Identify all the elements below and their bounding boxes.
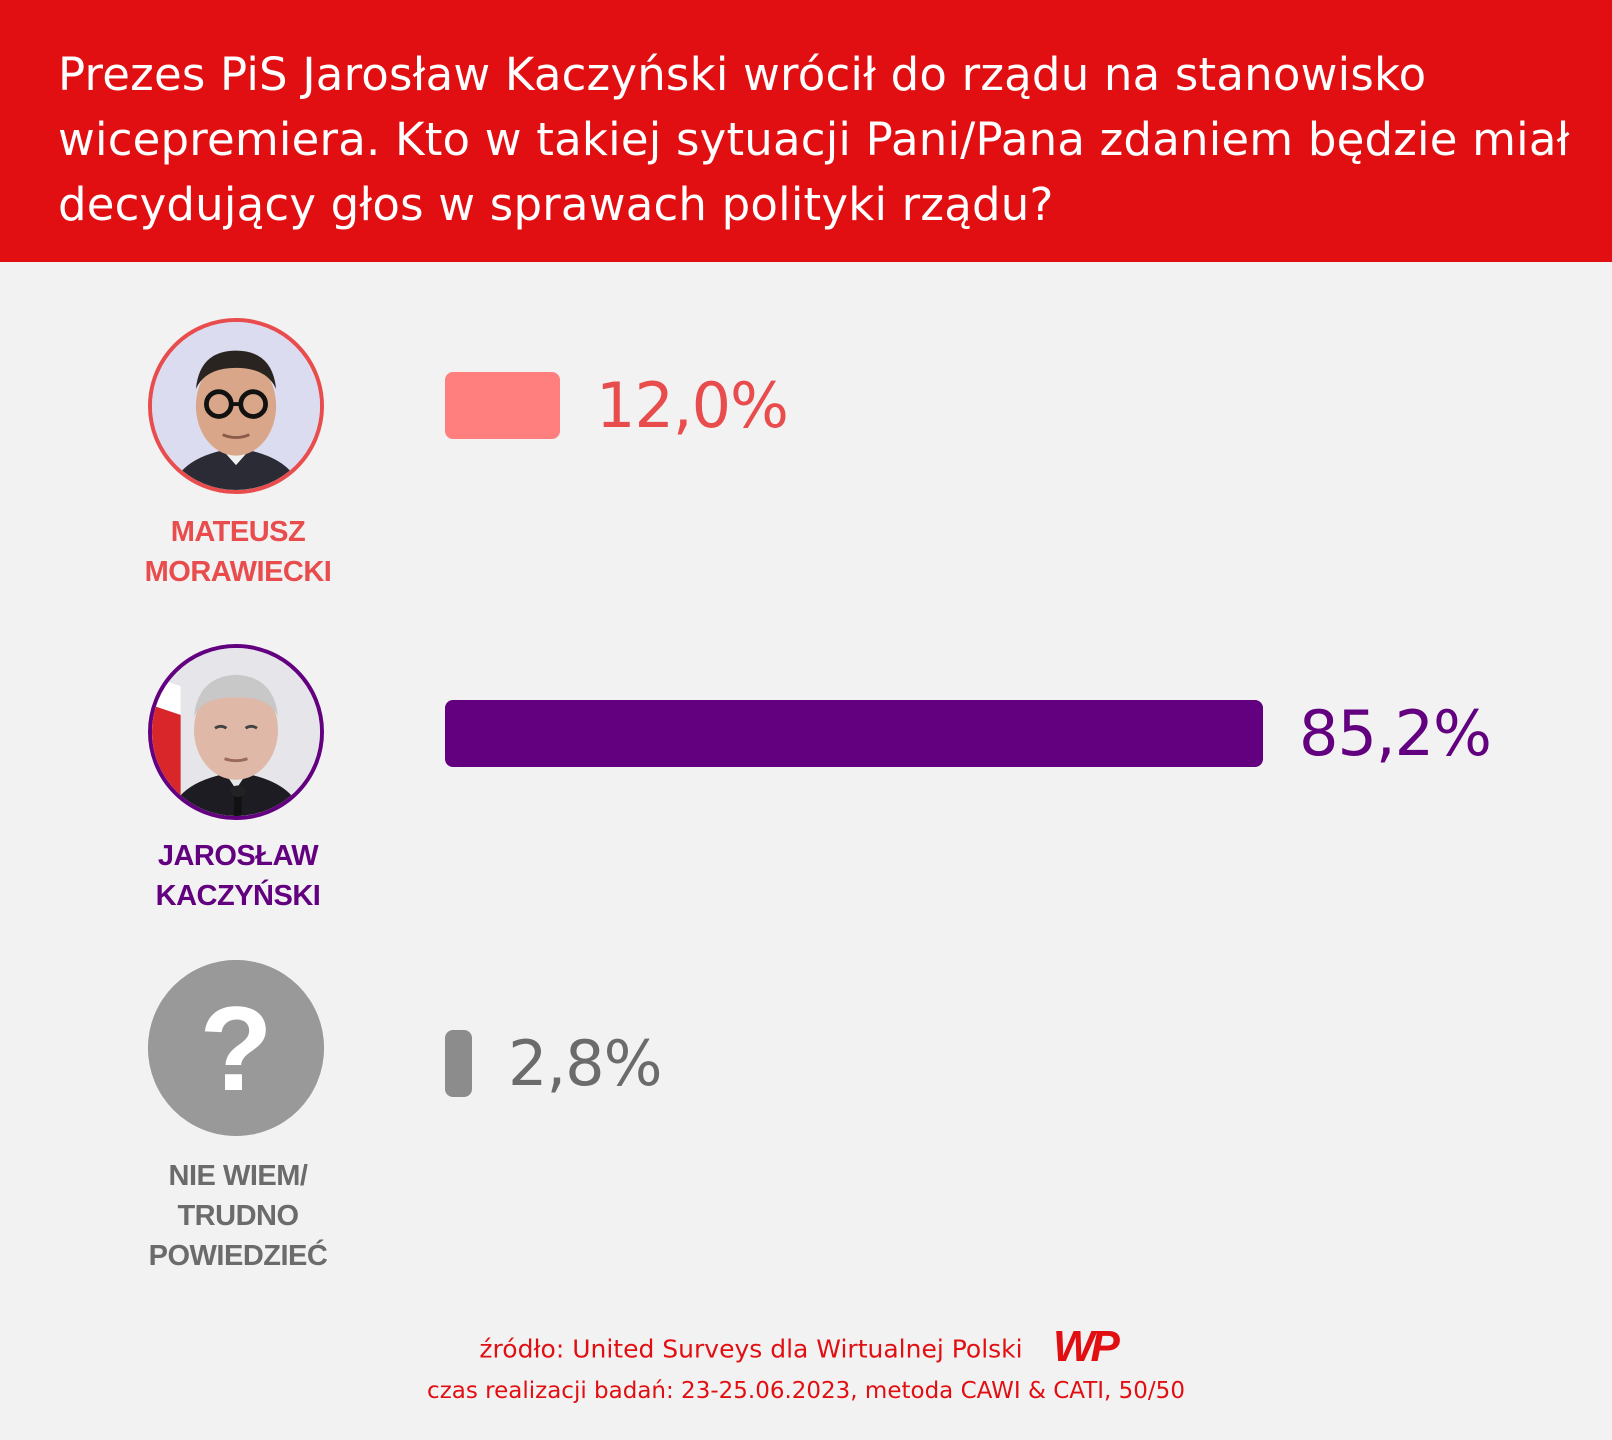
- chart-title: Prezes PiS Jarosław Kaczyński wrócił do …: [58, 48, 1570, 231]
- data-label: 85,2%: [1299, 697, 1492, 770]
- category-label: NIE WIEM/ TRUDNO POWIEDZIEĆ: [148, 1160, 328, 1272]
- survey-meta-text: czas realizacji badań: 23-25.06.2023, me…: [427, 1378, 1185, 1404]
- source-text: źródło: United Surveys dla Wirtualnej Po…: [479, 1334, 1023, 1364]
- data-label: 12,0%: [596, 369, 789, 442]
- source-line: źródło: United Surveys dla Wirtualnej Po…: [0, 1322, 1612, 1375]
- bar: [445, 372, 560, 439]
- person-photo-icon: [148, 644, 324, 820]
- wp-logo-icon: WP: [1053, 1322, 1133, 1375]
- bar-chart: MATEUSZ MORAWIECKI 12,0% JAROSŁAW KACZYŃ…: [0, 262, 1612, 1272]
- bar: [445, 700, 1263, 767]
- person-photo-icon: [148, 318, 324, 494]
- svg-text:?: ?: [199, 982, 272, 1116]
- category-label: MATEUSZ MORAWIECKI: [144, 516, 332, 588]
- data-label: 2,8%: [508, 1027, 663, 1100]
- question-mark-icon: ?: [148, 960, 324, 1136]
- header-banner: Prezes PiS Jarosław Kaczyński wrócił do …: [0, 0, 1612, 262]
- category-label: JAROSŁAW KACZYŃSKI: [155, 840, 321, 912]
- bar: [445, 1030, 472, 1097]
- wp-logo-text: WP: [1053, 1323, 1121, 1369]
